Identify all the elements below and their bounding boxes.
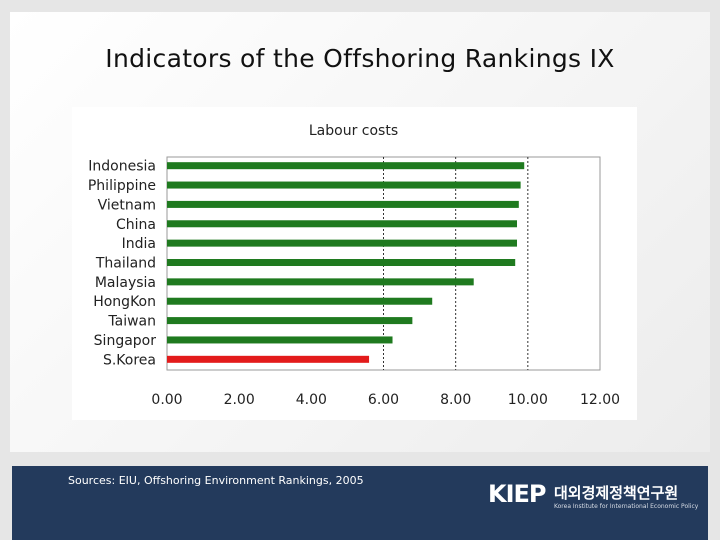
chart-panel: Labour costs Indonesia Philippine Vietnam Ch… [72, 107, 637, 420]
bar-china [167, 220, 518, 228]
bar-india [167, 239, 518, 247]
category-label: S.Korea [103, 352, 156, 368]
category-label: HongKon [93, 294, 156, 310]
logo-korean-name: 대외경제정책연구원 [554, 484, 679, 502]
x-tick-label: 8.00 [440, 392, 471, 408]
category-label: India [122, 236, 156, 252]
x-tick-label: 0.00 [151, 392, 182, 408]
bar-malaysia [167, 278, 474, 286]
category-label: Malaysia [95, 275, 156, 291]
category-label: Philippine [88, 178, 156, 194]
kiep-logo: KIEP 대외경제정책연구원 Korea Institute for Inter… [488, 480, 698, 520]
logo-english-name: Korea Institute for International Econom… [554, 503, 699, 510]
bar-philippine [167, 181, 521, 189]
x-tick-label: 12.00 [580, 392, 620, 408]
x-tick-label: 6.00 [368, 392, 399, 408]
category-label: China [116, 217, 156, 233]
category-label: Vietnam [98, 197, 156, 213]
chart-title: Labour costs [309, 123, 398, 139]
logo-mark: KIEP [488, 480, 547, 508]
category-label: Indonesia [88, 159, 156, 175]
x-tick-label: 10.00 [508, 392, 548, 408]
bar-indonesia [167, 162, 525, 170]
category-label: Singapor [94, 333, 157, 349]
bar-taiwan [167, 317, 413, 325]
bar-skorea [167, 355, 370, 363]
sources-note: Sources: EIU, Offshoring Environment Ran… [68, 474, 364, 487]
bar-hongkon [167, 297, 433, 305]
x-tick-label: 2.00 [224, 392, 255, 408]
bar-singapor [167, 336, 393, 344]
bar-vietnam [167, 200, 519, 208]
page-title: Indicators of the Offshoring Rankings IX [105, 44, 615, 73]
category-label: Thailand [95, 256, 156, 272]
footer-bar: Sources: EIU, Offshoring Environment Ran… [12, 466, 708, 540]
category-label: Taiwan [107, 314, 156, 330]
labour-costs-chart: Labour costs Indonesia Philippine Vietnam Ch… [88, 123, 620, 408]
x-tick-label: 4.00 [296, 392, 327, 408]
bar-thailand [167, 259, 516, 266]
